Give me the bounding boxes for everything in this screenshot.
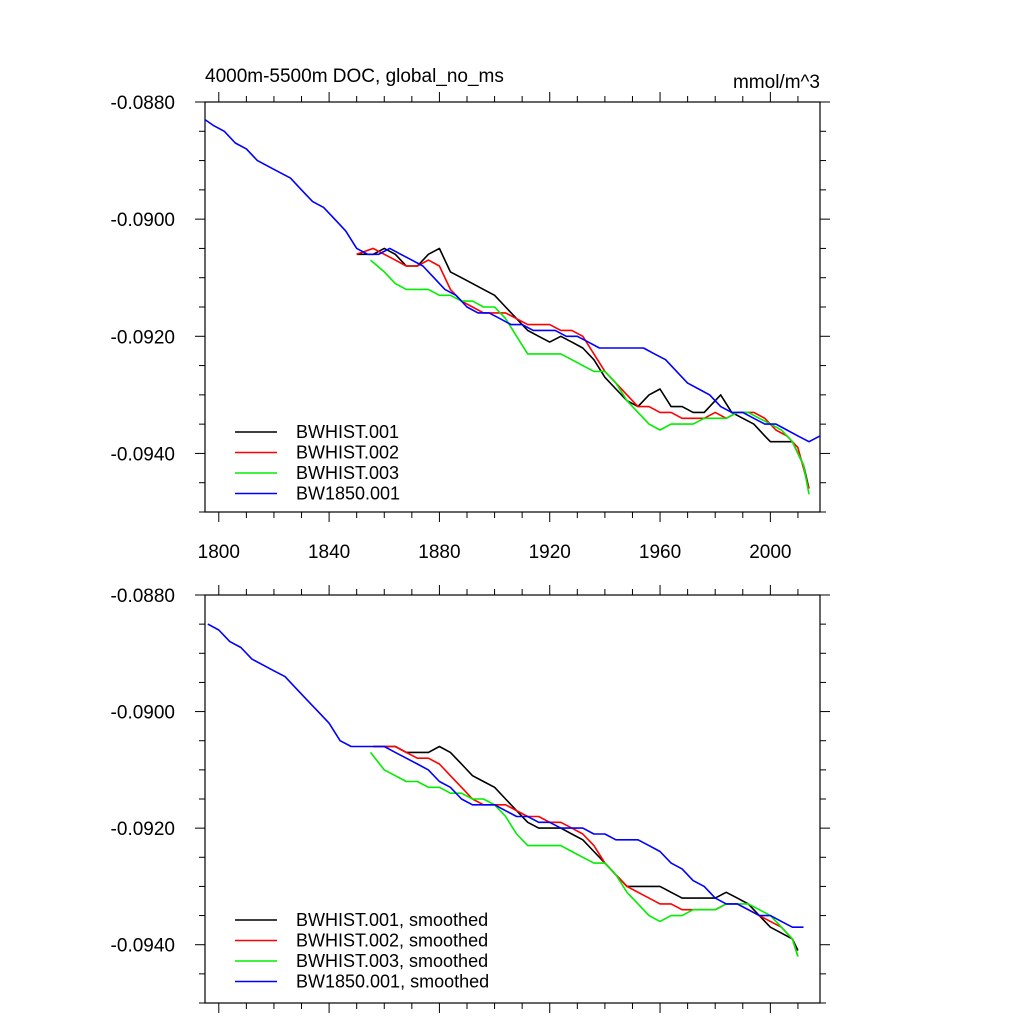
chart-panel-1: 1800 1840 1880 1920 1960 2000 -0.0880 -0.0900 -0… xyxy=(111,66,830,563)
y-tick-label: -0.0940 xyxy=(111,444,175,465)
legend-label: BWHIST.001 xyxy=(296,422,399,442)
legend-label: BWHIST.003, smoothed xyxy=(296,951,488,971)
y-tick-label: -0.0880 xyxy=(111,586,175,607)
x-tick-label: 1840 xyxy=(308,542,350,563)
series-line-3 xyxy=(369,259,810,495)
y-tick-label: -0.0880 xyxy=(111,93,175,114)
series-line-2 xyxy=(356,247,810,489)
series-line-1 xyxy=(356,247,810,489)
series-line-4 xyxy=(204,118,821,443)
x-tick-label: 1880 xyxy=(418,542,460,563)
legend-label: BWHIST.002, smoothed xyxy=(296,931,488,951)
series-line-1 xyxy=(373,745,799,951)
legend-label: BWHIST.001, smoothed xyxy=(296,910,488,930)
y-tick-label: -0.0920 xyxy=(111,819,175,840)
x-tick-label: 1800 xyxy=(198,542,240,563)
legend-label: BWHIST.002 xyxy=(296,443,399,463)
legend-label: BWHIST.003 xyxy=(296,463,399,483)
units-label: mmol/m^3 xyxy=(733,72,820,93)
legend-label: BW1850.001, smoothed xyxy=(296,972,489,992)
y-tick-label: -0.0920 xyxy=(111,327,175,348)
y-tick-label: -0.0900 xyxy=(111,703,175,724)
chart-title: 4000m-5500m DOC, global_no_ms xyxy=(205,66,504,87)
x-tick-label: 1920 xyxy=(529,542,571,563)
x-tick-label: 2000 xyxy=(749,542,791,563)
y-tick-label: -0.0940 xyxy=(111,936,175,957)
legend-label: BW1850.001 xyxy=(296,484,400,504)
y-tick-label: -0.0900 xyxy=(111,210,175,231)
series-line-4 xyxy=(207,623,804,929)
x-tick-label: 1960 xyxy=(639,542,681,563)
chart-panel-2: -0.0880 -0.0900 -0.0920 -0.0940 BWHIST.001, … xyxy=(111,585,830,1013)
